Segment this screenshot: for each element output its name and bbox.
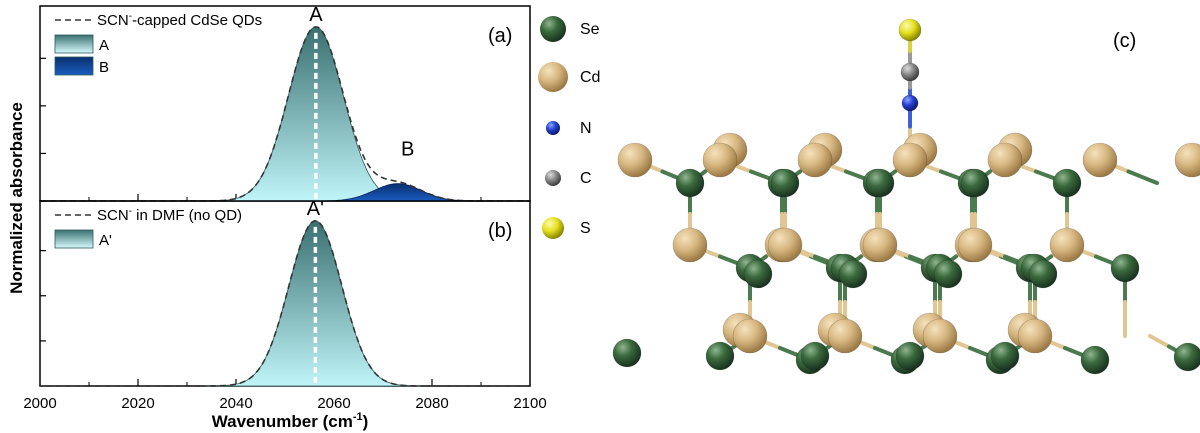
se-legend-atom — [540, 16, 566, 42]
cd-atom — [892, 142, 928, 178]
structure-legend-label: Cd — [580, 69, 600, 86]
cd-atom — [732, 318, 768, 354]
x-axis-label-sup: -1 — [353, 411, 363, 423]
legend-line-label: SCN- in DMF (no QD) — [97, 206, 242, 224]
se-atom — [990, 341, 1020, 371]
s-atom — [898, 18, 922, 42]
se-atom — [705, 341, 735, 371]
peak-label: A' — [307, 198, 324, 220]
cd-atom — [1082, 142, 1118, 178]
cd-atom — [987, 142, 1023, 178]
legend-line-prefix: SCN — [97, 207, 129, 224]
legend-swatch — [54, 56, 94, 76]
cd-atom — [827, 318, 863, 354]
s-legend-atom — [542, 217, 564, 239]
cd-atom — [922, 318, 958, 354]
cd-atom — [1174, 142, 1200, 178]
panel-label-c: (c) — [1113, 30, 1136, 52]
panel-label: (a) — [488, 25, 512, 47]
se-atom — [1080, 345, 1110, 375]
se-atom — [770, 168, 800, 198]
legend-line-sup: - — [129, 11, 132, 22]
cd-atom — [1017, 318, 1053, 354]
cd-atom — [672, 227, 708, 263]
cd-atom — [797, 142, 833, 178]
se-atom — [675, 168, 705, 198]
cd-atom — [957, 227, 993, 263]
cd-legend-atom — [538, 62, 568, 92]
x-axis-label: Wavenumber (cm-1) — [212, 411, 369, 431]
y-axis-label: Normalized absorbance — [7, 102, 26, 294]
cd-atom — [862, 227, 898, 263]
se-atom — [895, 341, 925, 371]
x-tick-label: 2060 — [317, 395, 350, 412]
c-atom — [900, 62, 920, 82]
peak-label: A — [309, 4, 323, 26]
panel-b: A' (b) SCN- in DMF (no QD) A' — [39, 198, 531, 387]
legend-line-suffix: in DMF (no QD) — [132, 207, 242, 224]
panel-label: (b) — [488, 220, 512, 242]
legend-entry-label: B — [99, 59, 109, 76]
se-atom — [960, 168, 990, 198]
structure-legend-label: Se — [580, 21, 600, 38]
structure-legend-label: N — [580, 120, 592, 137]
x-tick-label: 2020 — [121, 395, 154, 412]
x-tick-label: 2080 — [415, 395, 448, 412]
se-atom — [933, 259, 963, 289]
legend-entry-label: A' — [99, 232, 112, 249]
se-atom — [838, 259, 868, 289]
c-legend-atom — [545, 170, 561, 186]
x-tick-label: 2040 — [219, 395, 252, 412]
n-atom — [901, 94, 919, 112]
envelope-line — [40, 219, 530, 387]
se-atom — [1028, 259, 1058, 289]
legend-line-label: SCN--capped CdSe QDs — [97, 11, 262, 29]
x-tick-label: 2100 — [513, 395, 546, 412]
cd-atom — [617, 142, 653, 178]
structure-legend-label: S — [580, 220, 591, 237]
panel-c-structure: Se Cd N C S (c) — [538, 16, 1200, 375]
x-tick-label: 2000 — [23, 395, 56, 412]
x-axis: 2000 2020 2040 2060 2080 2100 — [23, 395, 546, 412]
cd-atom — [1049, 227, 1085, 263]
legend-line-sup: - — [129, 206, 132, 217]
cd-atom — [767, 227, 803, 263]
legend-entry-label: A — [99, 37, 109, 54]
se-atom — [612, 338, 642, 368]
se-atom — [1052, 168, 1082, 198]
n-legend-atom — [546, 121, 560, 135]
legend-swatch — [54, 229, 94, 249]
bond-segment — [1148, 334, 1171, 349]
legend-line-suffix: -capped CdSe QDs — [132, 12, 262, 29]
se-atom — [800, 341, 830, 371]
bond-segment — [1126, 169, 1159, 185]
x-axis-label-main: Wavenumber (cm — [212, 412, 353, 431]
structure-legend: Se Cd N C S — [538, 16, 600, 239]
se-atom — [865, 168, 895, 198]
x-axis-label-end: ) — [363, 412, 369, 431]
atom-network — [612, 18, 1200, 375]
se-atom — [743, 259, 773, 289]
peak-label: B — [401, 139, 414, 161]
se-atom — [1173, 342, 1200, 372]
legend-line-prefix: SCN — [97, 12, 129, 29]
se-atom — [1110, 253, 1140, 283]
legend-swatch — [54, 34, 94, 54]
structure-legend-label: C — [580, 170, 592, 187]
cd-atom — [702, 142, 738, 178]
